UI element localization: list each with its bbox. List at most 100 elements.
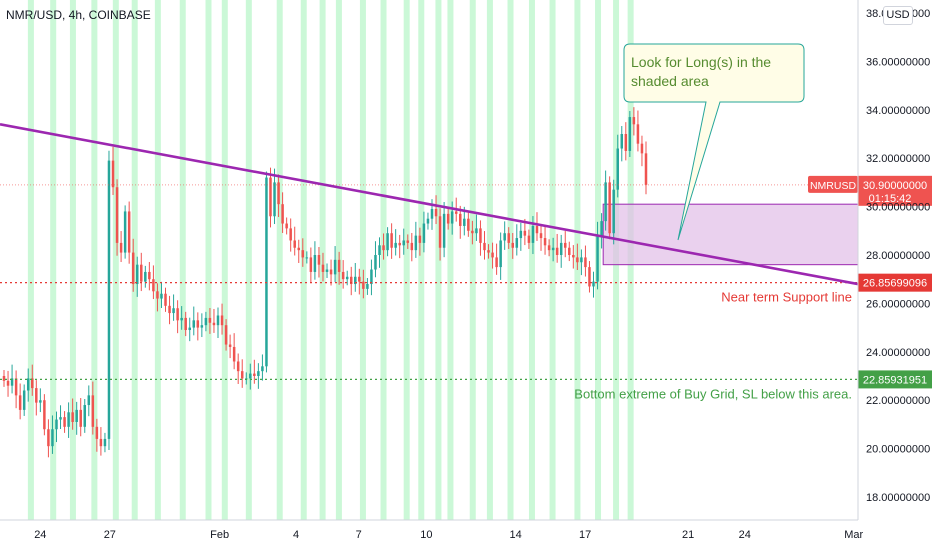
shaded-zone [602,203,859,266]
candle-body [640,143,644,154]
highlight-band [50,0,57,520]
candle-body [406,240,410,243]
candle-body [204,317,208,326]
x-tick-label: Feb [210,529,229,541]
candle-body [317,255,321,265]
candle-body [333,259,337,275]
highlight-band [221,0,228,520]
y-tick-label: 22.00000000 [866,395,930,407]
candle-body [563,242,567,248]
candle-body [450,211,454,224]
x-tick-label: 21 [682,529,694,541]
highlight-band [300,0,307,520]
candle-body [576,257,579,263]
candle-body [309,257,313,272]
symbol-title: NMR/USD, 4h, COINBASE [6,8,151,22]
candle-body [273,182,276,217]
highlight-band [447,0,454,520]
y-tick-label: 24.00000000 [866,347,930,359]
candle-body [345,276,349,280]
x-tick-label: 4 [293,529,299,541]
x-tick-label: 10 [420,529,432,541]
bottom-price-value: 22.85931951 [863,374,927,386]
candle-body [584,257,587,268]
candle-body [18,395,22,410]
candle-body [107,160,111,439]
candle-body [249,373,252,379]
candle-body [414,235,418,251]
candle-body [337,259,341,272]
candle-body [14,378,18,396]
candle-body [382,245,385,251]
candle-body [192,320,196,328]
highlight-band [507,0,514,520]
callout: Look for Long(s) in the shaded area [623,43,805,241]
x-tick-label: 7 [356,529,362,541]
candle-body [188,327,191,331]
shaded-zone-layer [602,203,859,266]
highlight-band [359,0,366,520]
highlight-band [131,0,138,520]
candle-body [386,233,389,251]
candle-body [313,255,317,272]
candle-body [511,242,515,248]
candle-body [75,409,78,422]
candle-body [454,211,458,214]
candle-body [119,242,123,253]
highlight-band [205,0,212,520]
candle-body [624,134,628,151]
candle-body [430,209,434,219]
candle-body [438,216,442,248]
candle-body [535,225,539,234]
candle-body [26,378,30,391]
candle-body [216,315,220,326]
candle-body [269,177,272,217]
candle-body [200,325,204,328]
candle-body [608,182,611,234]
candle-body [495,257,498,268]
candle-body [503,233,506,241]
candle-body [111,160,115,188]
x-tick-label: 14 [510,529,522,541]
highlight-band [91,0,98,520]
highlight-band [112,0,119,520]
candle-body [378,245,381,255]
symbol-badge [808,175,858,193]
candle-body [422,223,426,243]
x-tick-label: 17 [579,529,591,541]
candle-body [39,400,42,403]
candle-body [531,225,535,243]
candle-body [620,134,624,149]
candle-body [475,228,478,234]
y-tick-label: 36.00000000 [866,56,930,68]
candle-body [47,429,50,447]
highlight-band [469,0,476,520]
candle-body [471,230,474,234]
candle-body [547,245,551,251]
candle-body [261,366,264,372]
support-label: Near term Support line [721,290,852,305]
candle-body [341,271,345,280]
current-price-badge [858,175,932,206]
currency-button[interactable]: USD [883,6,913,25]
candle-body [131,252,135,285]
candle-body [366,284,369,289]
candle-body [390,233,393,248]
candle-body [35,388,38,403]
candle-body [127,211,131,253]
candle-body [446,213,450,224]
candle-body [507,233,510,243]
bottom-label: Bottom extreme of Buy Grid, SL below thi… [574,386,852,401]
candle-body [434,209,438,217]
highlight-band [435,0,442,520]
highlight-band [27,0,34,520]
candle-body [2,376,6,381]
candle-body [232,346,236,362]
candle-body [616,148,619,190]
current-price-value: 30.90000000 [863,180,927,192]
candle-body [212,322,216,326]
candle-body [459,213,462,226]
trendline-layer [0,123,859,286]
candle-body [59,417,62,420]
